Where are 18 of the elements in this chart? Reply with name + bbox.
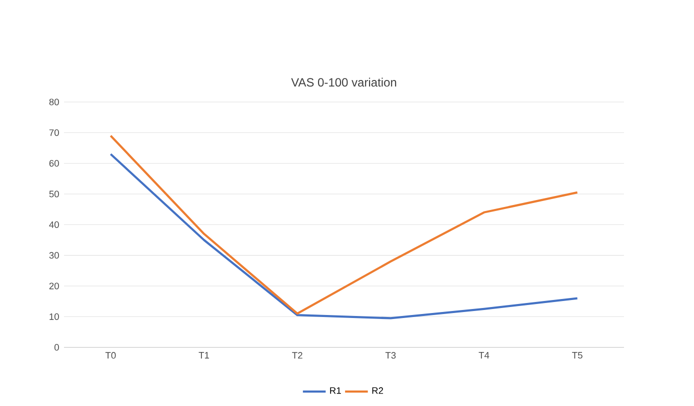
x-tick-label: T0: [105, 352, 116, 359]
y-tick-label: 60: [49, 160, 59, 167]
y-tick-label: 10: [50, 313, 59, 320]
x-tick-label: T3: [385, 352, 396, 359]
y-tick-label: 30: [49, 252, 59, 259]
chart-title: VAS 0-100 variation: [291, 78, 396, 87]
y-tick-label: 20: [49, 282, 59, 290]
x-tick-label: T5: [572, 352, 582, 359]
y-tick-label: 0: [54, 344, 59, 351]
y-tick-label: 50: [49, 190, 59, 198]
y-tick-label: 70: [49, 129, 59, 136]
x-tick-label: T1: [198, 352, 209, 358]
legend-label: R2: [372, 387, 384, 394]
x-tick-label: T2: [292, 352, 302, 359]
x-tick-label: T4: [478, 352, 490, 358]
y-tick-label: 40: [49, 221, 59, 228]
y-tick-label: 80: [49, 98, 59, 106]
legend-label: R1: [330, 387, 341, 394]
